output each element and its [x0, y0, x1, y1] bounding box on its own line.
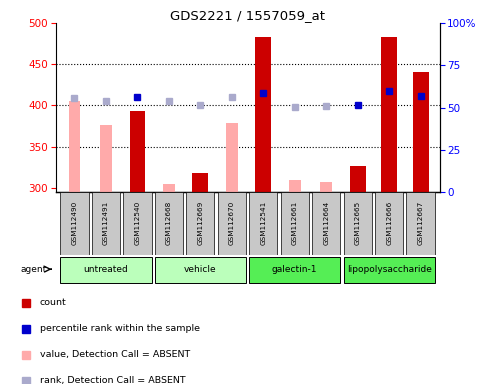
Bar [289, 180, 300, 192]
Bar [155, 257, 246, 283]
Title: GDS2221 / 1557059_at: GDS2221 / 1557059_at [170, 9, 325, 22]
Bar [192, 173, 208, 192]
Text: GSM112661: GSM112661 [292, 200, 298, 245]
Bar [163, 184, 175, 192]
Text: value, Detection Call = ABSENT: value, Detection Call = ABSENT [40, 350, 190, 359]
Text: GSM112540: GSM112540 [134, 200, 141, 245]
Text: GSM112491: GSM112491 [103, 200, 109, 245]
Bar [281, 192, 309, 255]
Bar [249, 192, 277, 255]
Text: GSM112667: GSM112667 [418, 200, 424, 245]
Bar [100, 125, 112, 192]
Bar [343, 257, 435, 283]
Text: GSM112664: GSM112664 [323, 200, 329, 245]
Text: GSM112666: GSM112666 [386, 200, 392, 245]
Bar [60, 257, 152, 283]
Bar [123, 192, 152, 255]
Text: GSM112668: GSM112668 [166, 200, 172, 245]
Bar [226, 123, 238, 192]
Text: galectin-1: galectin-1 [272, 265, 317, 274]
Text: rank, Detection Call = ABSENT: rank, Detection Call = ABSENT [40, 376, 185, 384]
Bar [249, 257, 341, 283]
Bar [92, 192, 120, 255]
Bar [155, 192, 183, 255]
Bar [60, 192, 88, 255]
Text: lipopolysaccharide: lipopolysaccharide [347, 265, 432, 274]
Text: agent: agent [21, 265, 47, 274]
Bar [129, 111, 145, 192]
Bar [407, 192, 435, 255]
Bar [343, 192, 372, 255]
Text: GSM112541: GSM112541 [260, 200, 266, 245]
Text: GSM112669: GSM112669 [198, 200, 203, 245]
Bar [320, 182, 332, 192]
Text: vehicle: vehicle [184, 265, 217, 274]
Bar [69, 101, 80, 192]
Text: GSM112670: GSM112670 [229, 200, 235, 245]
Bar [413, 73, 428, 192]
Bar [312, 192, 341, 255]
Bar [218, 192, 246, 255]
Bar [256, 37, 271, 192]
Text: untreated: untreated [84, 265, 128, 274]
Bar [381, 37, 397, 192]
Bar [375, 192, 403, 255]
Text: percentile rank within the sample: percentile rank within the sample [40, 324, 200, 333]
Text: GSM112490: GSM112490 [71, 200, 77, 245]
Text: GSM112665: GSM112665 [355, 200, 361, 245]
Text: count: count [40, 298, 67, 307]
Bar [350, 166, 366, 192]
Bar [186, 192, 214, 255]
